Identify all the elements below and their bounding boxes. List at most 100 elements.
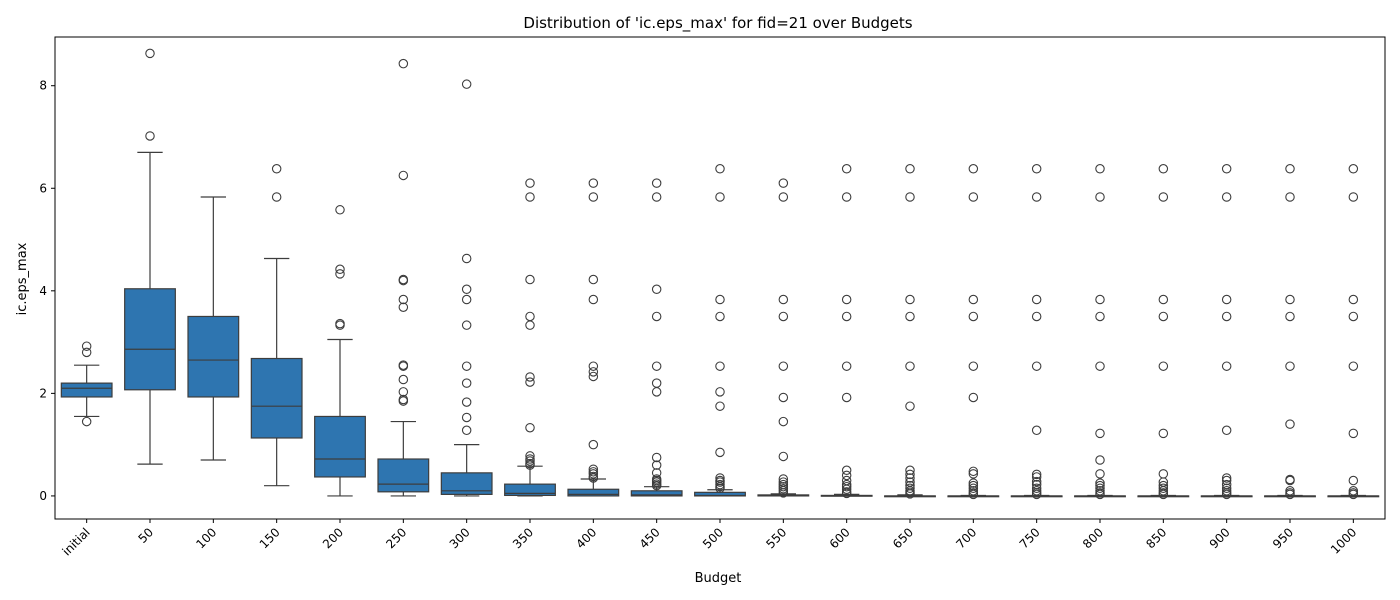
box-group-250 <box>377 58 430 497</box>
outlier-point <box>1285 164 1295 174</box>
outlier-point <box>461 412 472 423</box>
outlier-point <box>335 264 345 275</box>
outlier-point <box>1095 192 1105 202</box>
outlier-point <box>905 401 915 411</box>
outlier-point <box>461 361 472 371</box>
outlier-point <box>778 416 789 427</box>
outlier-point <box>905 311 915 322</box>
outlier-point <box>1158 469 1169 479</box>
iqr-box <box>567 488 620 497</box>
outlier-point <box>461 253 472 264</box>
outlier-point <box>1221 475 1232 486</box>
outlier-point <box>651 460 662 470</box>
outlier-point <box>525 178 535 188</box>
chart-title: Distribution of 'ic.eps_max' for fid=21 … <box>523 14 912 33</box>
box-group-750 <box>1010 164 1063 500</box>
y-axis-label: ic.eps_max <box>15 242 30 315</box>
outlier-point <box>905 477 915 487</box>
box-group-200 <box>314 205 366 497</box>
x-tick-label: 150 <box>257 525 283 551</box>
iqr-box <box>314 415 366 478</box>
outlier-point <box>271 192 282 202</box>
outlier-point <box>1031 311 1042 322</box>
outlier-point <box>715 447 725 458</box>
iqr-box <box>250 357 303 439</box>
outlier-point <box>905 483 915 493</box>
outlier-point <box>841 479 852 490</box>
outlier-point <box>1348 311 1359 322</box>
outlier-point <box>1348 192 1359 202</box>
plot-area <box>54 36 1386 520</box>
outlier-point <box>968 486 979 496</box>
outlier-point <box>905 480 915 491</box>
outlier-point <box>1221 486 1232 496</box>
outlier-point <box>1158 483 1169 493</box>
outlier-point <box>1348 428 1359 439</box>
iqr-box <box>60 382 113 398</box>
outlier-point <box>525 454 535 464</box>
x-tick-label: 950 <box>1270 525 1296 551</box>
outlier-point <box>715 473 725 483</box>
outlier-point <box>525 311 535 322</box>
outlier-point <box>1095 483 1105 493</box>
outlier-point <box>588 471 599 482</box>
outlier-point <box>588 467 599 477</box>
x-tick-label: 850 <box>1143 525 1169 551</box>
outlier-point <box>461 425 472 436</box>
outlier-point <box>1031 469 1042 480</box>
iqr-box <box>187 315 240 398</box>
outlier-point <box>841 294 852 305</box>
outlier-point <box>968 466 979 477</box>
x-tick-label: 200 <box>320 525 346 551</box>
outlier-point <box>588 294 599 305</box>
box-group-650 <box>884 164 936 499</box>
outlier-point <box>461 294 472 305</box>
outlier-point <box>968 480 979 491</box>
outlier-point <box>525 192 535 202</box>
x-tick-label: 650 <box>890 525 916 551</box>
outlier-point <box>651 387 662 397</box>
outlier-point <box>461 320 472 330</box>
outlier-point <box>1158 294 1169 305</box>
outlier-point <box>905 465 915 476</box>
outlier-point <box>1095 311 1105 322</box>
outlier-point <box>905 473 915 483</box>
outlier-point <box>1221 483 1232 493</box>
outlier-point <box>778 311 789 322</box>
outlier-point <box>1348 294 1359 305</box>
outlier-point <box>905 164 915 174</box>
outlier-point <box>1031 192 1042 202</box>
outlier-point <box>145 48 155 59</box>
outlier-point <box>651 378 662 388</box>
box-group-1000 <box>1327 164 1380 500</box>
outlier-point <box>1095 469 1105 479</box>
outlier-point <box>588 361 599 371</box>
box-group-700 <box>947 164 1000 500</box>
outlier-point <box>588 274 599 285</box>
x-axis-label: Budget <box>695 571 742 586</box>
outlier-point <box>1031 476 1042 487</box>
outlier-point <box>525 377 535 387</box>
box-group-950 <box>1264 164 1316 500</box>
outlier-point <box>271 164 282 174</box>
iqr-box <box>377 458 430 493</box>
box-group-350 <box>504 178 556 497</box>
outlier-point <box>1031 425 1042 436</box>
x-tick-label: 700 <box>953 525 979 551</box>
outlier-point <box>1221 192 1232 202</box>
outlier-point <box>715 479 725 490</box>
x-tick-label: 750 <box>1017 525 1043 551</box>
outlier-point <box>525 320 535 330</box>
iqr-box <box>630 490 683 497</box>
outlier-point <box>335 205 345 215</box>
outlier-point <box>1285 361 1295 371</box>
x-tick-label: 550 <box>763 525 789 551</box>
box-group-600 <box>820 164 873 499</box>
outlier-point <box>335 269 345 279</box>
outlier-point <box>398 170 409 181</box>
outlier-point <box>905 294 915 305</box>
outlier-point <box>81 416 92 427</box>
outlier-point <box>715 311 725 322</box>
x-tick-label: 500 <box>700 525 726 551</box>
